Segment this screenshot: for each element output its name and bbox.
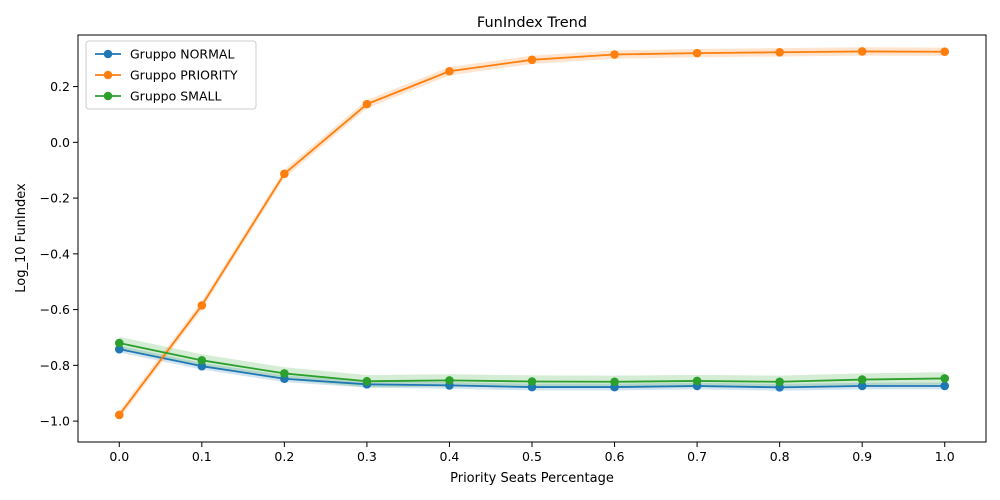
data-point <box>445 376 454 385</box>
data-point <box>692 376 702 386</box>
chart-title: FunIndex Trend <box>477 15 587 31</box>
data-point <box>857 381 867 391</box>
data-point <box>280 169 289 179</box>
y-tick-label: −0.6 <box>40 302 70 317</box>
y-axis: 0.2 0.0 −0.2 −0.4 −0.6 −0.8 −1.0 <box>40 79 78 429</box>
data-point <box>114 344 124 354</box>
data-point <box>610 377 619 387</box>
x-tick-label: 0.5 <box>522 449 542 464</box>
data-point <box>692 48 702 58</box>
y-tick-label: 0.2 <box>50 79 70 94</box>
x-tick-label: 0.9 <box>852 449 872 464</box>
series-band-2 <box>119 336 945 388</box>
y-tick-label: 0.0 <box>50 135 70 150</box>
y-axis-label: Log_10 FunIndex <box>14 183 29 293</box>
x-tick-label: 1.0 <box>935 449 955 464</box>
legend: Gruppo NORMAL Gruppo PRIORITY Gruppo SMALL <box>85 40 257 110</box>
x-tick-label: 0.7 <box>687 449 707 464</box>
legend-box <box>85 40 257 110</box>
x-tick-label: 0.1 <box>192 449 212 464</box>
y-tick-label: −0.4 <box>40 246 70 261</box>
series-band-0 <box>119 345 945 391</box>
legend-label-0: Gruppo NORMAL <box>130 47 234 62</box>
data-point <box>280 369 289 378</box>
y-tick-label: −0.8 <box>40 358 70 373</box>
data-point <box>362 99 372 109</box>
data-point <box>857 47 867 56</box>
x-tick-label: 0.0 <box>109 449 129 464</box>
y-tick-label: −0.2 <box>40 191 70 206</box>
legend-marker-0 <box>103 49 113 59</box>
x-axis-label: Priority Seats Percentage <box>450 471 614 486</box>
legend-marker-1 <box>103 70 113 80</box>
data-point <box>610 50 619 59</box>
series-lines <box>114 47 950 420</box>
data-point <box>527 377 537 386</box>
y-tick-label: −1.0 <box>40 414 70 429</box>
data-point <box>940 374 950 383</box>
x-axis: 0.0 0.1 0.2 0.3 0.4 0.5 0.6 0.7 0.8 0.9 1.0 <box>109 442 955 464</box>
data-point <box>775 377 784 387</box>
legend-label-1: Gruppo PRIORITY <box>130 68 238 83</box>
data-point <box>857 375 867 384</box>
x-tick-label: 0.2 <box>274 449 294 464</box>
data-point <box>527 55 537 65</box>
x-tick-label: 0.8 <box>770 449 790 464</box>
data-point <box>197 301 207 310</box>
legend-marker-2 <box>103 91 113 101</box>
confidence-bands <box>119 47 945 420</box>
data-point <box>940 47 950 57</box>
x-tick-label: 0.3 <box>357 449 377 464</box>
data-point <box>362 376 372 386</box>
x-tick-label: 0.4 <box>440 449 460 464</box>
data-point <box>445 66 454 76</box>
legend-label-2: Gruppo SMALL <box>130 89 221 104</box>
data-point <box>197 356 207 365</box>
data-point <box>940 381 950 391</box>
series-band-1 <box>119 47 945 420</box>
x-tick-label: 0.6 <box>605 449 625 464</box>
data-point <box>114 410 124 420</box>
data-point <box>114 338 124 348</box>
data-point <box>775 47 784 57</box>
